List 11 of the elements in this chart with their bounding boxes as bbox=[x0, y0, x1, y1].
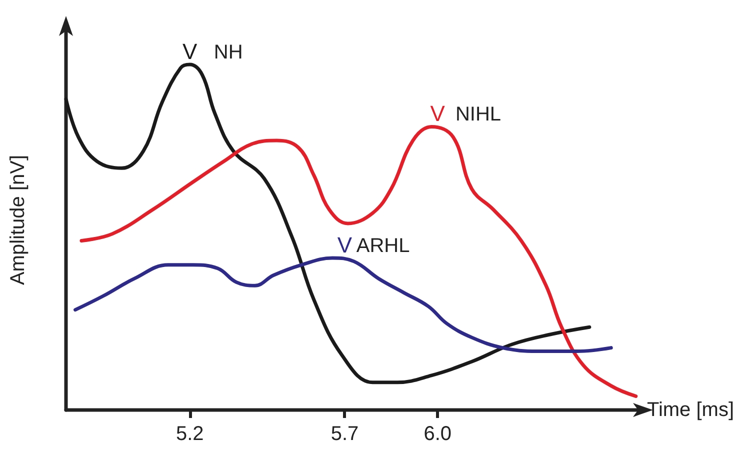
annotation: V bbox=[430, 101, 446, 126]
annotation: V bbox=[337, 232, 352, 258]
series-label: NIHL bbox=[455, 104, 502, 126]
annotation: V bbox=[182, 39, 198, 64]
series-label: ARHL bbox=[356, 235, 410, 257]
x-tick-label: 5.2 bbox=[176, 423, 204, 445]
x-tick-label: 5.7 bbox=[330, 423, 359, 445]
y-axis-title: Amplitude [nV] bbox=[7, 154, 29, 286]
x-axis-title: Time [ms] bbox=[646, 399, 734, 421]
series-label: NH bbox=[214, 42, 243, 64]
x-tick-label: 6.0 bbox=[424, 423, 452, 445]
